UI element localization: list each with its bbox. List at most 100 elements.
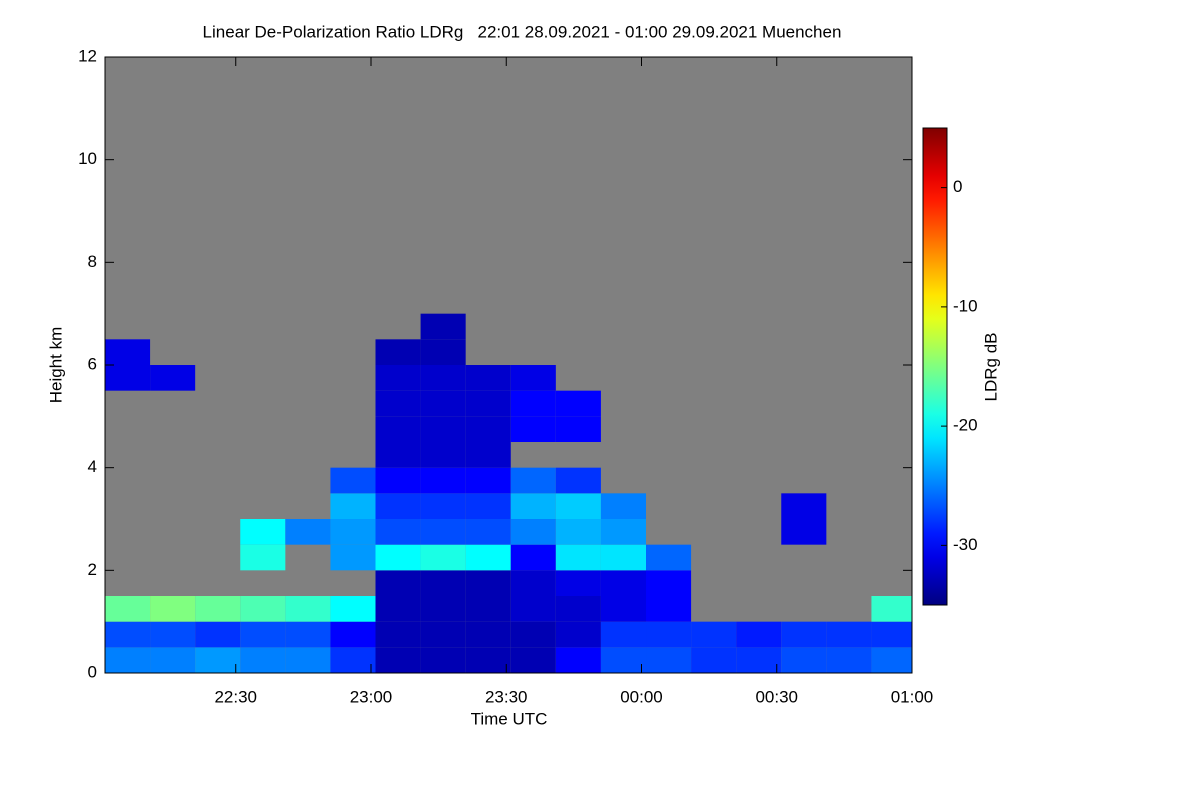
heatmap-cell	[465, 390, 511, 417]
heatmap-cell	[150, 647, 196, 673]
x-tick-label: 23:00	[350, 687, 393, 706]
heatmap-cell	[240, 596, 286, 622]
heatmap-cell	[555, 493, 601, 519]
y-tick-label: 6	[88, 354, 97, 373]
heatmap-cell	[375, 467, 421, 494]
heatmap-cell	[465, 519, 511, 545]
heatmap-cell	[736, 621, 782, 648]
heatmap-cell	[105, 339, 151, 365]
heatmap-cell	[510, 544, 556, 571]
heatmap-cell	[330, 544, 376, 571]
heatmap-cell	[375, 339, 421, 365]
heatmap-cell	[646, 647, 692, 673]
heatmap-cell	[871, 647, 912, 673]
heatmap-cell	[871, 596, 912, 622]
heatmap-cell	[375, 493, 421, 519]
heatmap-cell	[375, 365, 421, 391]
y-tick-label: 2	[88, 560, 97, 579]
x-tick-label: 00:30	[755, 687, 798, 706]
heatmap-cell	[375, 544, 421, 571]
heatmap-cell	[375, 416, 421, 442]
colorbar-tick-label: -10	[953, 296, 978, 315]
x-axis-label: Time UTC	[471, 709, 548, 728]
heatmap-cell	[240, 519, 286, 545]
heatmap-cell	[375, 621, 421, 648]
heatmap-cell	[600, 493, 647, 519]
colorbar-tick-label: -20	[953, 416, 978, 435]
heatmap-cell	[781, 493, 827, 519]
heatmap-cell	[105, 365, 151, 391]
heatmap-cell	[105, 596, 151, 622]
heatmap-cell	[691, 647, 737, 673]
heatmap-cell	[781, 647, 827, 673]
heatmap-cell	[105, 647, 151, 673]
heatmap-cell	[285, 596, 331, 622]
heatmap-cell	[510, 365, 556, 391]
heatmap-cell	[285, 647, 331, 673]
heatmap-cell	[691, 621, 737, 648]
heatmap-cell	[375, 390, 421, 417]
heatmap-cell	[465, 570, 511, 596]
heatmap-cell	[646, 621, 692, 648]
heatmap-cell	[195, 621, 241, 648]
heatmap-cell	[465, 544, 511, 571]
heatmap-cell	[555, 519, 601, 545]
heatmap-cell	[555, 544, 601, 571]
heatmap-cell	[510, 467, 556, 494]
heatmap-cell	[555, 390, 601, 417]
heatmap-cell	[646, 570, 692, 596]
colorbar-label: LDRg dB	[981, 333, 1000, 402]
x-tick-label: 22:30	[214, 687, 257, 706]
heatmap-cell	[420, 467, 466, 494]
heatmap-cell	[420, 519, 466, 545]
x-tick-label: 00:00	[620, 687, 663, 706]
heatmap-cell	[510, 596, 556, 622]
heatmap-cell	[285, 621, 331, 648]
heatmap-cell	[781, 519, 827, 545]
colorbar-tick-label: 0	[953, 177, 962, 196]
heatmap-cell	[555, 621, 601, 648]
heatmap-cell	[420, 416, 466, 442]
heatmap-cell	[465, 493, 511, 519]
heatmap-cell	[330, 647, 376, 673]
heatmap-cell	[510, 647, 556, 673]
heatmap-cell	[465, 467, 511, 494]
y-axis-label: Height km	[46, 327, 65, 404]
heatmap-cell	[465, 442, 511, 468]
colorbar	[922, 127, 948, 606]
heatmap-cell	[600, 570, 647, 596]
heatmap-cell	[420, 647, 466, 673]
heatmap-cell	[240, 621, 286, 648]
heatmap-cell	[330, 621, 376, 648]
heatmap-cell	[420, 313, 466, 340]
heatmap-cell	[420, 493, 466, 519]
y-tick-label: 12	[78, 46, 97, 65]
heatmap-cell	[240, 544, 286, 571]
heatmap-cell	[375, 647, 421, 673]
heatmap-cell	[465, 365, 511, 391]
heatmap-cell	[555, 416, 601, 442]
heatmap-cell	[600, 596, 647, 622]
chart-title: Linear De-Polarization Ratio LDRg 22:01 …	[203, 22, 842, 41]
heatmap-cell	[150, 365, 196, 391]
heatmap-cell	[420, 365, 466, 391]
heatmap-cell	[600, 621, 647, 648]
heatmap-cell	[510, 621, 556, 648]
heatmap-cell	[510, 519, 556, 545]
colorbar-tick-label: -30	[953, 535, 978, 554]
y-tick-label: 0	[88, 662, 97, 681]
heatmap-cell	[330, 493, 376, 519]
heatmap-cell	[420, 390, 466, 417]
y-tick-label: 10	[78, 149, 97, 168]
heatmap-cell	[465, 621, 511, 648]
heatmap-cell	[510, 390, 556, 417]
heatmap-cell	[330, 596, 376, 622]
y-tick-label: 8	[88, 252, 97, 271]
heatmap-cell	[420, 544, 466, 571]
heatmap-cell	[330, 519, 376, 545]
heatmap-cell	[240, 647, 286, 673]
heatmap-cell	[420, 621, 466, 648]
heatmap-cell	[646, 544, 692, 571]
heatmap-cell	[420, 339, 466, 365]
